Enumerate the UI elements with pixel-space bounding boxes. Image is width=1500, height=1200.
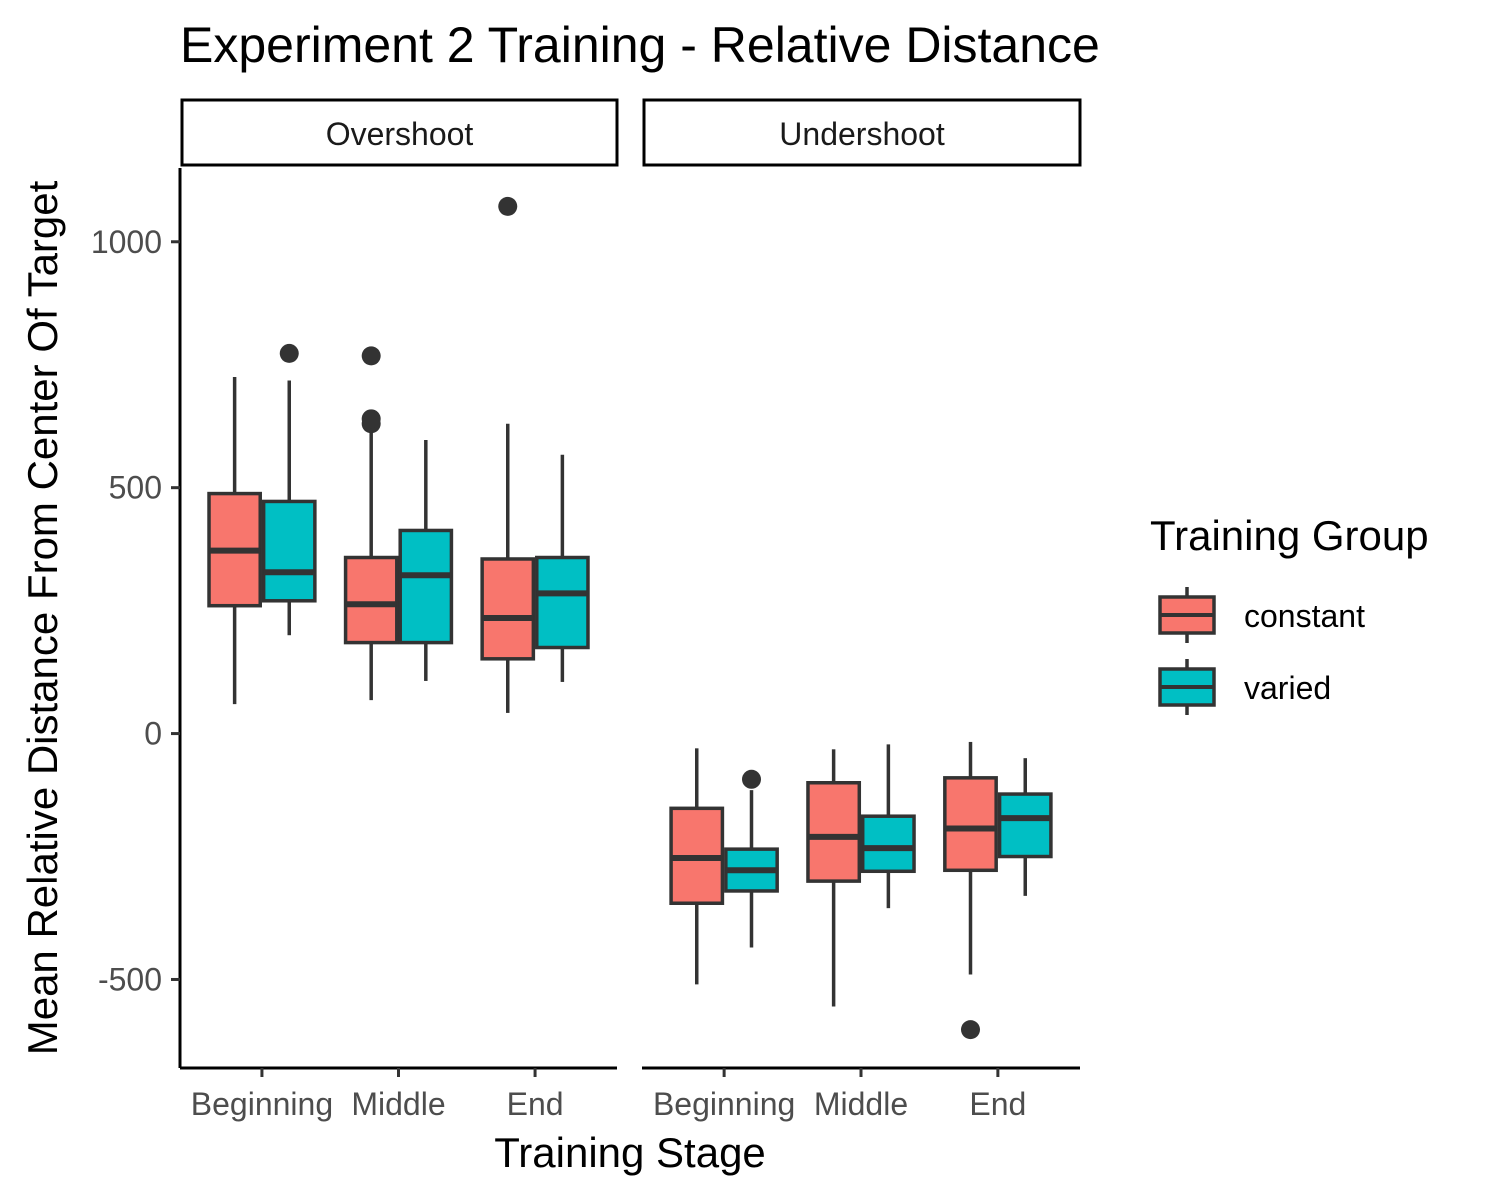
y-axis-title: Mean Relative Distance From Center Of Ta… bbox=[19, 180, 66, 1055]
y-tick-label: 500 bbox=[109, 470, 162, 506]
legend-label-varied: varied bbox=[1244, 670, 1331, 706]
box-overshoot-beginning-constant bbox=[207, 377, 262, 705]
box-body bbox=[806, 781, 862, 883]
y-tick-label: 1000 bbox=[91, 224, 162, 260]
box-undershoot-beginning-constant bbox=[669, 748, 725, 985]
x-tick-label-beginning: Beginning bbox=[653, 1086, 795, 1122]
legend-key-varied bbox=[1158, 659, 1216, 715]
outlier-point bbox=[498, 196, 518, 216]
box-overshoot-beginning-varied bbox=[261, 343, 317, 636]
box-overshoot-end-varied bbox=[535, 454, 590, 682]
y-tick-label: 0 bbox=[144, 716, 162, 752]
legend-label-constant: constant bbox=[1244, 598, 1365, 634]
box-overshoot-middle-varied bbox=[398, 439, 454, 681]
box-body bbox=[480, 557, 536, 661]
x-tick-label-end: End bbox=[969, 1086, 1026, 1122]
box-undershoot-end-constant bbox=[943, 741, 998, 1040]
box-body bbox=[261, 499, 317, 603]
x-tick-label-middle: Middle bbox=[814, 1086, 908, 1122]
strip-undershoot bbox=[642, 98, 1082, 167]
legend-title: Training Group bbox=[1150, 512, 1429, 559]
strip-overshoot bbox=[180, 98, 619, 167]
box-undershoot-middle-varied bbox=[860, 744, 916, 909]
box-overshoot-end-constant bbox=[480, 196, 536, 713]
plot-area: -500 0 500 1000 Beginning Middle End Beginning M… bbox=[91, 168, 1080, 1122]
strip-label-overshoot: Overshoot bbox=[326, 116, 474, 152]
box-body bbox=[343, 555, 399, 645]
box-body bbox=[860, 814, 916, 874]
box-body bbox=[997, 792, 1053, 859]
box-undershoot-beginning-varied bbox=[724, 769, 779, 948]
x-tick-label-middle: Middle bbox=[351, 1086, 445, 1122]
outlier-point bbox=[361, 346, 381, 366]
legend: Training Group constant varied bbox=[1150, 512, 1429, 715]
box-overshoot-middle-constant bbox=[343, 346, 399, 701]
box-undershoot-end-varied bbox=[997, 758, 1053, 896]
outlier-point bbox=[361, 409, 381, 429]
box-body bbox=[535, 555, 590, 650]
legend-key-constant bbox=[1158, 587, 1216, 643]
y-tick-label: -500 bbox=[98, 961, 162, 997]
box-body bbox=[398, 528, 454, 645]
outlier-point bbox=[279, 343, 299, 363]
box-body bbox=[943, 776, 998, 873]
x-axis-title: Training Stage bbox=[494, 1129, 766, 1176]
outlier-point bbox=[961, 1020, 980, 1040]
box-undershoot-middle-constant bbox=[806, 749, 862, 1007]
x-tick-label-end: End bbox=[507, 1086, 564, 1122]
strip-label-undershoot: Undershoot bbox=[779, 116, 945, 152]
outlier-point bbox=[742, 769, 761, 789]
x-tick-label-beginning: Beginning bbox=[191, 1086, 333, 1122]
chart-title: Experiment 2 Training - Relative Distanc… bbox=[180, 17, 1100, 73]
